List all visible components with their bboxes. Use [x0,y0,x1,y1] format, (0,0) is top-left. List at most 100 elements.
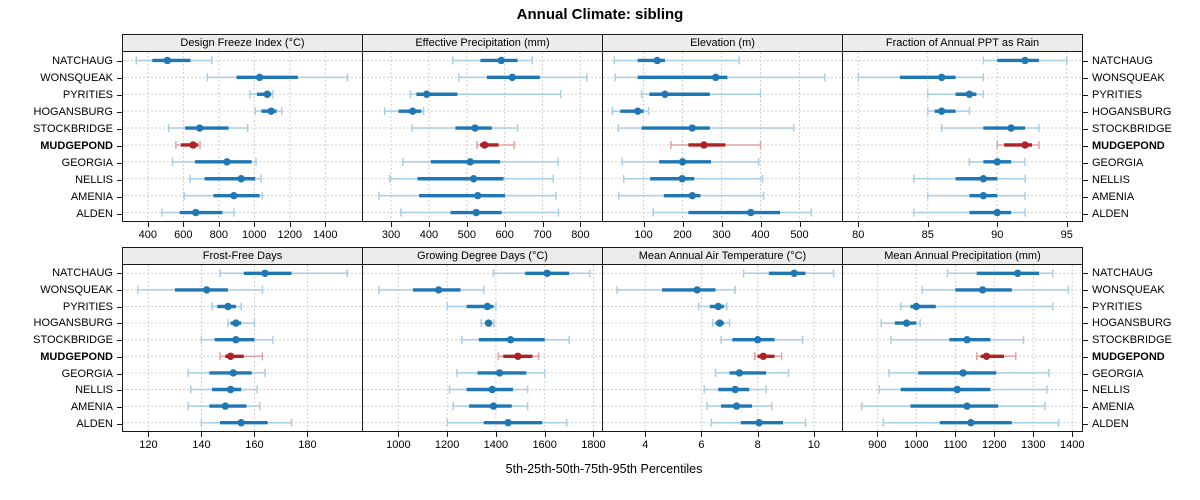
percentile-row-natchaug [492,269,591,278]
median-dot [483,302,492,311]
axis-tick-label: 90 [991,229,1004,241]
axis-tick [1033,432,1035,437]
median-dot [993,208,1001,217]
station-label: PYRITIES [62,88,113,101]
axis-tick-label: 180 [298,439,317,451]
row-tick [1083,323,1088,325]
median-dot [489,402,498,410]
percentile-row-georgia [402,157,559,166]
station-label: AMENIA [1092,190,1135,203]
axis-tick-label: 200 [673,229,692,241]
panel-plot-area [122,265,363,432]
row-tick [117,406,122,408]
percentile-row-wonsqueak [614,73,826,82]
median-dot [230,191,238,200]
axis-tick [398,432,400,437]
median-dot [959,369,967,377]
row-tick [1083,273,1088,275]
panel-strip: Mean Annual Precipitation (mm) [842,247,1083,265]
axis-tick [701,432,703,437]
median-dot [688,124,696,132]
median-dot [747,208,755,217]
axis-tick [447,432,449,437]
row-tick [1083,196,1088,198]
percentile-row-stockbridge [461,335,570,344]
axis-tick [916,432,918,437]
axis-tick [877,432,879,437]
station-label: NATCHAUG [52,54,113,67]
median-dot [731,385,739,394]
axis-tick [466,222,468,227]
percentile-row-hogansburg [880,319,921,328]
median-dot [688,191,696,200]
station-label: NELLIS [1092,173,1130,186]
median-dot [902,319,911,327]
axis-tick-label: 160 [245,439,264,451]
median-dot [261,269,269,277]
percentile-row-nellis [190,385,258,394]
axis-tick [645,432,647,437]
station-label: NATCHAUG [1092,267,1153,280]
median-dot [982,352,991,360]
axis-tick-label: 800 [571,229,590,241]
axis-tick [760,222,762,227]
median-dot [497,56,505,65]
axis-tick-label: 1400 [1060,439,1085,451]
median-dot [163,56,172,65]
station-label: STOCKBRIDGE [33,122,113,135]
axis-tick [721,222,723,227]
panel-plot-area [362,52,603,222]
percentile-row-pyrities [409,90,562,99]
station-label: ALDEN [76,417,113,430]
panel-strip: Elevation (m) [602,34,843,52]
percentile-row-wonsqueak [206,73,349,82]
axis-tick [813,432,815,437]
row-tick [1083,213,1088,215]
axis-tick [495,432,497,437]
median-dot [912,302,920,311]
station-label: MUDGEPOND [40,139,113,152]
station-label: GEORGIA [61,156,113,169]
median-dot [508,73,516,82]
station-label: GEORGIA [61,367,113,380]
median-dot [1021,56,1029,65]
percentile-row-natchaug [946,269,1054,278]
percentile-row-hogansburg [383,107,425,116]
median-dot [661,90,669,98]
axis-tick-label: 400 [751,229,770,241]
axis-tick-label: 1400 [313,229,338,241]
axis-tick-label: 700 [533,229,552,241]
station-label: HOGANSBURG [1092,317,1172,330]
axis-tick [183,222,185,227]
axis-tick-label: 1000 [242,229,267,241]
row-tick [1083,306,1088,308]
percentile-row-georgia [968,157,1026,166]
percentile-row-natchaug [452,56,534,65]
row-tick [117,306,122,308]
row-tick [1083,128,1088,130]
median-dot [237,175,245,183]
median-dot [755,419,763,427]
percentile-row-nellis [389,174,554,183]
row-tick [1083,290,1088,292]
row-tick [117,77,122,79]
percentile-row-alden [200,418,293,427]
axis-tick-label: 6 [698,439,705,451]
median-dot [267,107,275,115]
percentile-row-pyrities [211,302,242,311]
panel-strip: Effective Precipitation (mm) [362,34,603,52]
station-label: AMENIA [70,190,113,203]
percentile-row-natchaug [742,269,835,278]
median-dot [735,369,744,377]
median-dot [633,107,642,115]
axis-tick [254,432,256,437]
station-label: NELLIS [75,173,113,186]
panel-canvas [363,265,602,431]
station-label: WONSQUEAK [1092,71,1165,84]
row-tick [117,60,122,62]
axis-tick [1072,432,1074,437]
median-dot [693,286,701,294]
row-tick [1083,390,1088,392]
panel-canvas [123,52,362,221]
